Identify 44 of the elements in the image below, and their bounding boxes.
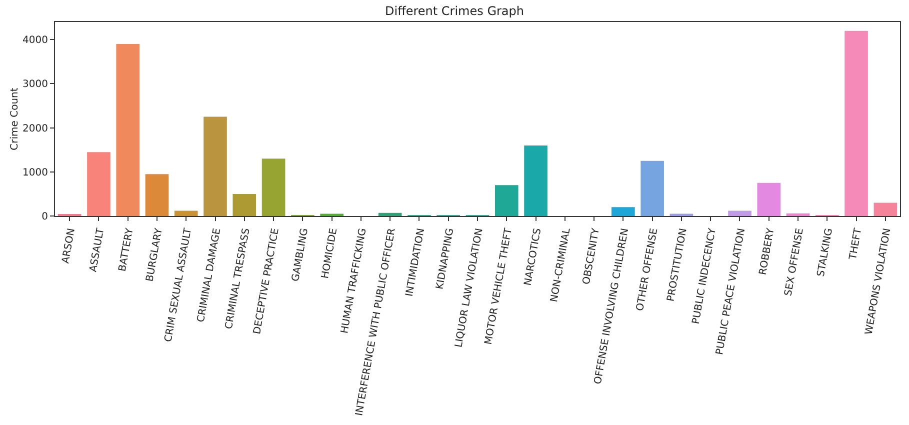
x-tick-label: HOMICIDE — [320, 227, 340, 280]
x-tick-label: OTHER OFFENSE — [634, 227, 660, 312]
bar — [87, 152, 110, 216]
bar — [232, 194, 256, 216]
x-tick-label: STALKING — [816, 227, 836, 278]
x-tick-label: CRIMINAL TRESPASS — [224, 227, 252, 330]
bar — [262, 158, 286, 216]
bar — [174, 210, 198, 216]
bar — [757, 182, 781, 216]
x-tick-label: CRIMINAL DAMAGE — [196, 227, 224, 324]
bar — [494, 185, 518, 216]
y-tick-label: 0 — [42, 212, 48, 222]
y-tick-label: 2000 — [22, 123, 48, 134]
x-tick-label: ASSAULT — [88, 226, 107, 273]
x-tick-label: ROBBERY — [758, 226, 777, 276]
x-tick-label: BATTERY — [117, 226, 136, 272]
x-tick-label: LIQUOR LAW VIOLATION — [454, 227, 486, 348]
y-tick-label: 1000 — [22, 167, 48, 178]
x-tick-label: SEX OFFENSE — [783, 227, 806, 297]
bar — [728, 210, 752, 216]
bar — [378, 212, 402, 216]
bar — [524, 145, 548, 216]
bar — [116, 44, 140, 216]
x-tick-label: OBSCENITY — [581, 226, 602, 286]
bar — [844, 30, 868, 216]
chart-title: Different Crimes Graph — [385, 4, 524, 18]
bar — [786, 213, 810, 216]
bar — [874, 202, 898, 216]
x-tick-label: DECEPTIVE PRACTICE — [252, 227, 282, 336]
x-tick-label: CRIM SEXUAL ASSAULT — [163, 226, 194, 343]
y-axis-title: Crime Count — [10, 88, 21, 150]
y-tick-label: 4000 — [22, 35, 48, 46]
x-tick-label: THEFT — [848, 226, 864, 262]
x-tick-label: GAMBLING — [290, 227, 311, 282]
x-tick-label: WEAPONS VIOLATION — [864, 227, 894, 336]
bar — [612, 207, 635, 216]
bar — [640, 160, 664, 216]
bar — [145, 174, 169, 216]
bar — [204, 116, 227, 216]
y-tick-label: 3000 — [22, 79, 48, 90]
x-tick-label: MOTOR VEHICLE THEFT — [483, 226, 515, 346]
x-tick-label: BURGLARY — [144, 226, 166, 283]
x-tick-label: ARSON — [60, 227, 78, 264]
x-tick-label: NARCOTICS — [522, 227, 544, 287]
